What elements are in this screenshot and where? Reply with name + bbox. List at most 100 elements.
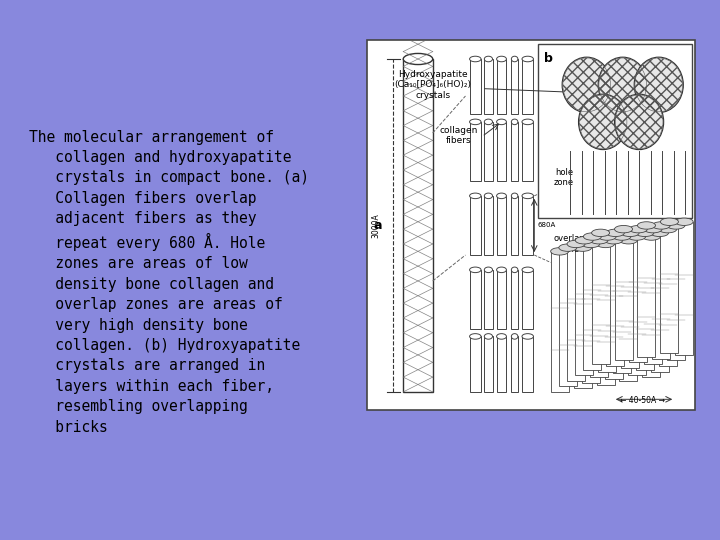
Bar [551, 251, 569, 392]
Bar [660, 222, 678, 353]
Ellipse shape [628, 233, 646, 240]
Bar [559, 248, 577, 386]
Text: 680A: 680A [538, 222, 556, 228]
Ellipse shape [559, 244, 577, 251]
Ellipse shape [485, 193, 492, 199]
Bar [574, 248, 592, 388]
Bar [538, 44, 691, 218]
Ellipse shape [675, 218, 693, 226]
Bar [511, 196, 518, 255]
Ellipse shape [485, 56, 492, 62]
Bar [485, 336, 492, 392]
Bar [497, 270, 506, 329]
Ellipse shape [651, 229, 669, 237]
Ellipse shape [469, 267, 481, 273]
Bar [628, 237, 646, 375]
Ellipse shape [629, 226, 647, 233]
Ellipse shape [621, 229, 639, 237]
Ellipse shape [575, 237, 593, 244]
Ellipse shape [567, 240, 585, 248]
Text: The molecular arrangement of
   collagen and hydroxyapatite
   crystals in compa: The molecular arrangement of collagen an… [29, 130, 309, 435]
Bar [485, 122, 492, 181]
Bar [606, 233, 624, 366]
Ellipse shape [551, 248, 569, 255]
Bar [675, 222, 693, 355]
Bar [582, 244, 600, 383]
Ellipse shape [497, 334, 506, 339]
Bar [598, 237, 616, 372]
Bar [596, 244, 615, 384]
Ellipse shape [574, 244, 592, 251]
Bar [497, 196, 506, 255]
Ellipse shape [485, 119, 492, 125]
Bar [567, 244, 585, 381]
Bar [485, 270, 492, 329]
Bar [469, 59, 481, 114]
Bar [636, 233, 654, 370]
Bar [497, 122, 506, 181]
Ellipse shape [511, 267, 518, 273]
Ellipse shape [522, 193, 534, 199]
Bar [651, 233, 669, 372]
Ellipse shape [644, 226, 662, 233]
Bar [522, 59, 534, 114]
Ellipse shape [511, 193, 518, 199]
Ellipse shape [598, 233, 616, 240]
Ellipse shape [613, 233, 631, 240]
Ellipse shape [660, 218, 678, 226]
Bar [403, 59, 433, 392]
Bar [575, 240, 593, 375]
Bar [485, 59, 492, 114]
Ellipse shape [642, 233, 660, 240]
Circle shape [634, 57, 683, 113]
Bar [522, 122, 534, 181]
Bar [497, 336, 506, 392]
Ellipse shape [615, 226, 633, 233]
Bar [615, 229, 633, 361]
Bar [522, 270, 534, 329]
Bar [667, 226, 685, 361]
Ellipse shape [511, 56, 518, 62]
Ellipse shape [590, 237, 608, 244]
Ellipse shape [497, 267, 506, 273]
Text: a: a [374, 219, 382, 232]
Bar [590, 240, 608, 377]
Text: overlap
zone: overlap zone [554, 234, 585, 254]
Bar [511, 59, 518, 114]
Ellipse shape [522, 267, 534, 273]
Bar [619, 240, 637, 381]
Bar [642, 237, 660, 377]
Ellipse shape [606, 229, 624, 237]
Ellipse shape [582, 240, 600, 248]
Bar [522, 336, 534, 392]
Bar [605, 240, 623, 379]
Ellipse shape [522, 56, 534, 62]
Ellipse shape [497, 56, 506, 62]
Bar [367, 40, 695, 410]
Bar [613, 237, 631, 374]
Ellipse shape [469, 334, 481, 339]
Circle shape [615, 94, 664, 150]
Ellipse shape [667, 222, 685, 229]
Ellipse shape [659, 226, 677, 233]
Bar [497, 59, 506, 114]
Bar [621, 233, 639, 368]
Circle shape [578, 94, 628, 150]
Ellipse shape [485, 334, 492, 339]
Ellipse shape [637, 222, 655, 229]
Ellipse shape [469, 119, 481, 125]
Text: collagen
fibers: collagen fibers [440, 126, 478, 145]
Bar [592, 233, 610, 364]
Ellipse shape [497, 193, 506, 199]
Bar [644, 229, 662, 364]
Bar [583, 237, 601, 370]
Bar [469, 270, 481, 329]
Text: hole
zone: hole zone [554, 167, 574, 187]
Ellipse shape [619, 237, 637, 244]
Ellipse shape [636, 229, 654, 237]
Bar [522, 196, 534, 255]
Ellipse shape [605, 237, 623, 244]
Bar [511, 122, 518, 181]
Bar [637, 226, 655, 357]
Ellipse shape [592, 229, 610, 237]
